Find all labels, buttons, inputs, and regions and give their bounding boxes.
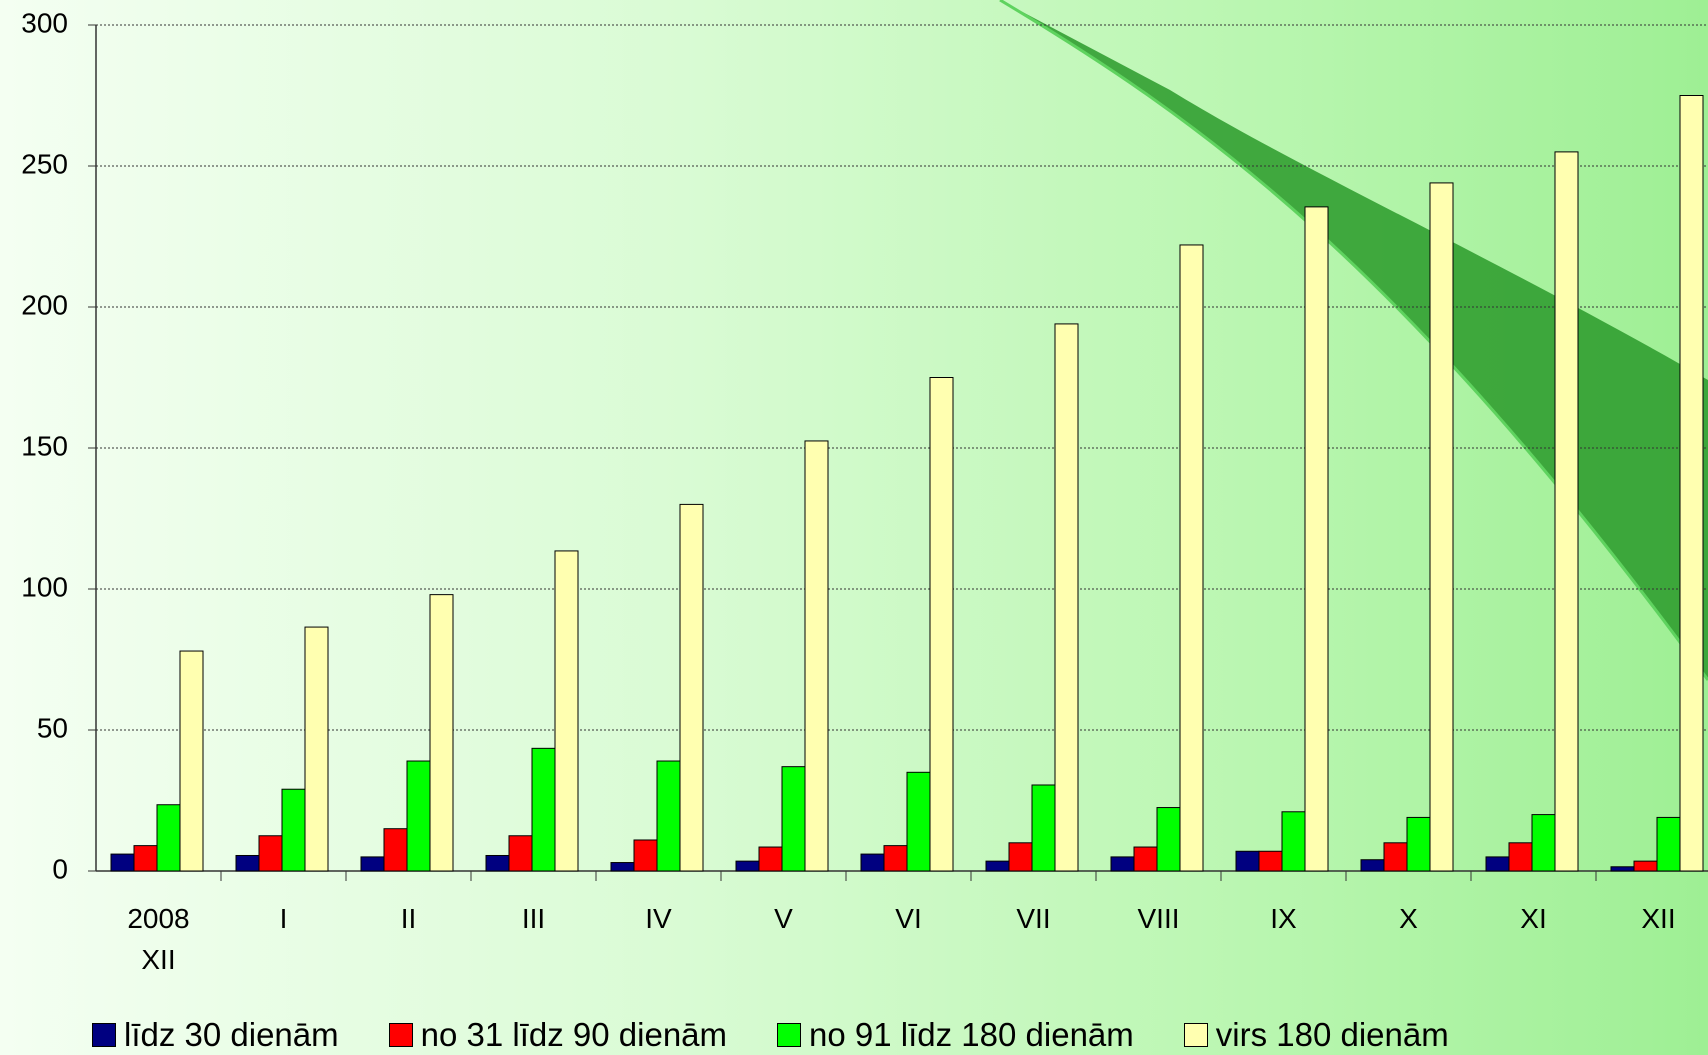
bar xyxy=(1429,182,1454,872)
y-tick-label: 200 xyxy=(21,289,68,320)
bar xyxy=(633,839,658,872)
bar xyxy=(1258,850,1283,872)
bar xyxy=(1508,842,1533,872)
bar xyxy=(1554,151,1579,872)
bar xyxy=(1406,816,1431,872)
bar xyxy=(110,853,135,872)
x-tick-label: XI xyxy=(1520,903,1547,934)
bar xyxy=(406,760,431,872)
y-tick-label: 150 xyxy=(21,430,68,461)
legend-label: no 91 līdz 180 dienām xyxy=(809,1016,1134,1053)
legend-item: no 31 līdz 90 dienām xyxy=(388,1016,728,1054)
bar xyxy=(1156,807,1181,872)
x-tick-label: IX xyxy=(1270,903,1297,934)
bar xyxy=(554,550,579,872)
legend-item: no 91 līdz 180 dienām xyxy=(777,1016,1134,1054)
x-tick-label: I xyxy=(279,903,288,934)
bar xyxy=(485,854,510,872)
x-tick-label: II xyxy=(400,903,417,934)
x-tick-label: XII xyxy=(1641,903,1676,934)
bar xyxy=(360,856,385,872)
legend-item: līdz 30 dienām xyxy=(92,1016,339,1054)
bar xyxy=(1383,842,1408,872)
bar xyxy=(1133,846,1158,872)
bar xyxy=(235,854,260,872)
bar xyxy=(758,846,783,872)
y-tick-label: 100 xyxy=(21,571,68,602)
bar xyxy=(1360,859,1385,872)
x-tick-label: VIII xyxy=(1137,903,1180,934)
bar xyxy=(781,766,806,872)
bar xyxy=(906,771,931,872)
x-tick-label: 2008 XII xyxy=(127,903,190,975)
bar xyxy=(1281,811,1306,872)
legend-label: no 31 līdz 90 dienām xyxy=(420,1016,728,1053)
x-tick-label: IV xyxy=(645,903,672,934)
y-tick-label: 0 xyxy=(52,853,68,884)
bar xyxy=(883,845,908,872)
bar xyxy=(258,835,283,872)
bar xyxy=(1110,856,1135,872)
decoration xyxy=(1000,0,1708,680)
bar xyxy=(1656,816,1681,872)
bar xyxy=(1633,860,1658,872)
bar xyxy=(1485,856,1510,872)
bar xyxy=(531,747,556,872)
bar xyxy=(985,860,1010,872)
bar xyxy=(735,860,760,872)
bar xyxy=(304,626,329,872)
legend-label: virs 180 dienām xyxy=(1215,1016,1449,1053)
bar xyxy=(281,788,306,872)
bar xyxy=(179,650,204,872)
bar xyxy=(929,377,954,872)
bar xyxy=(429,594,454,872)
bar xyxy=(804,440,829,872)
bar xyxy=(1531,814,1556,872)
bar xyxy=(860,853,885,872)
y-tick-label: 50 xyxy=(37,712,68,743)
bar xyxy=(656,760,681,872)
x-tick-label: VI xyxy=(895,903,922,934)
bar xyxy=(1235,850,1260,872)
y-tick-label: 300 xyxy=(21,7,68,38)
legend-item: virs 180 dienām xyxy=(1183,1016,1449,1054)
bar xyxy=(383,828,408,872)
x-tick-label: III xyxy=(521,903,546,934)
legend-swatch xyxy=(388,1023,413,1047)
bar xyxy=(156,804,181,872)
bar xyxy=(1610,866,1635,872)
legend: līdz 30 dienām no 31 līdz 90 dienām no 91 … xyxy=(92,1016,1449,1054)
bar xyxy=(610,862,635,872)
legend-label: līdz 30 dienām xyxy=(124,1016,339,1053)
x-tick-label: X xyxy=(1399,903,1418,934)
legend-swatch xyxy=(92,1023,116,1047)
bar xyxy=(1008,842,1033,872)
x-tick-label: VII xyxy=(1016,903,1051,934)
bar xyxy=(508,835,533,872)
x-tick-label: V xyxy=(774,903,793,934)
bar xyxy=(1054,323,1079,872)
bar xyxy=(1679,95,1704,872)
bar xyxy=(133,845,158,872)
legend-swatch xyxy=(777,1023,802,1047)
y-tick-label: 250 xyxy=(21,148,68,179)
bar xyxy=(1304,206,1329,872)
legend-swatch xyxy=(1183,1023,1208,1047)
bar xyxy=(1179,244,1204,872)
bar xyxy=(1031,784,1056,872)
bar xyxy=(679,503,704,872)
